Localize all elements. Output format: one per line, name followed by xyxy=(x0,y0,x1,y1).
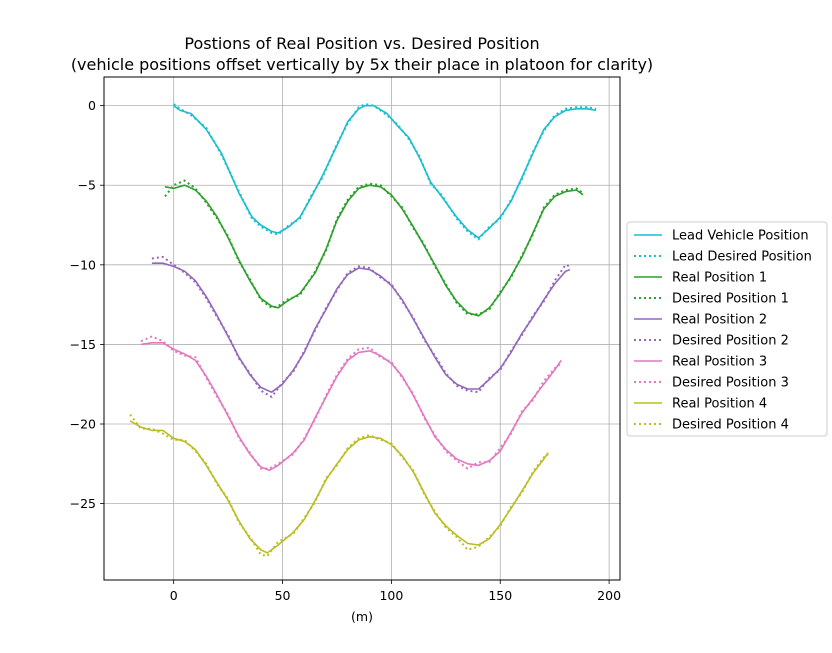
y-axis-ticks: 0 −5 −10 −15 −20 −25 xyxy=(70,98,104,511)
x-tick-label: 50 xyxy=(275,588,291,603)
legend-label: Real Position 2 xyxy=(672,313,767,328)
x-axis-ticks: 0 50 100 150 200 xyxy=(170,580,621,603)
y-tick-label: −5 xyxy=(78,178,96,193)
y-tick-label: 0 xyxy=(88,98,96,113)
series-lines xyxy=(129,103,597,558)
legend: Lead Vehicle Position Lead Desired Positi… xyxy=(626,221,828,437)
x-axis-label: (m) xyxy=(351,609,373,624)
series-line-desired-position-1 xyxy=(164,179,584,316)
legend-label: Real Position 4 xyxy=(672,397,767,412)
series-line-lead-desired-position xyxy=(173,103,597,241)
legend-label: Desired Position 2 xyxy=(672,334,789,349)
legend-label: Lead Vehicle Position xyxy=(672,229,809,244)
x-tick-label: 200 xyxy=(597,588,621,603)
series-line-real-position-3 xyxy=(140,342,562,471)
series-line-desired-position-2 xyxy=(151,255,571,398)
x-tick-label: 0 xyxy=(170,588,178,603)
legend-label: Desired Position 4 xyxy=(672,418,789,433)
grid-lines xyxy=(104,77,620,580)
x-tick-label: 100 xyxy=(379,588,403,603)
legend-label: Desired Position 3 xyxy=(672,376,789,391)
legend-label: Lead Desired Position xyxy=(672,250,812,265)
y-tick-label: −15 xyxy=(70,337,96,352)
plot-frame xyxy=(103,76,621,581)
series-line-lead-vehicle-position xyxy=(173,104,597,239)
y-tick-label: −10 xyxy=(70,257,96,272)
chart-subtitle: (vehicle positions offset vertically by … xyxy=(71,55,653,74)
series-line-desired-position-4 xyxy=(129,413,549,558)
x-tick-label: 150 xyxy=(488,588,512,603)
legend-label: Desired Position 1 xyxy=(672,292,789,307)
legend-frame xyxy=(626,221,828,437)
y-tick-label: −20 xyxy=(70,417,96,432)
legend-label: Real Position 3 xyxy=(672,355,767,370)
chart-title: Postions of Real Position vs. Desired Po… xyxy=(184,34,539,53)
series-line-real-position-4 xyxy=(129,420,549,554)
y-tick-label: −25 xyxy=(70,496,96,511)
series-line-desired-position-3 xyxy=(140,335,562,470)
series-line-real-position-1 xyxy=(164,184,584,317)
legend-label: Real Position 1 xyxy=(672,271,767,286)
